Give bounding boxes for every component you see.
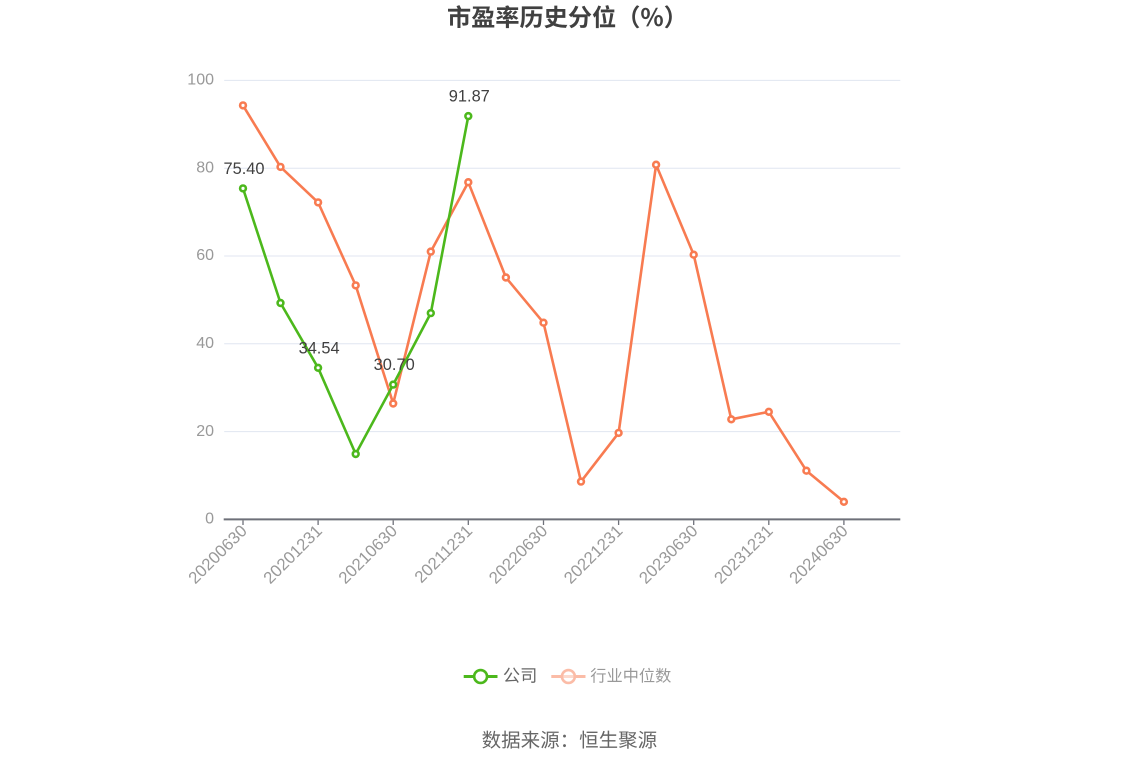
svg-text:20201231: 20201231 bbox=[260, 521, 326, 587]
svg-text:80: 80 bbox=[196, 159, 214, 176]
svg-text:60: 60 bbox=[196, 247, 214, 264]
svg-text:20: 20 bbox=[196, 423, 214, 440]
svg-text:20231231: 20231231 bbox=[710, 521, 776, 587]
svg-text:34.54: 34.54 bbox=[299, 339, 340, 357]
svg-text:20211231: 20211231 bbox=[411, 521, 476, 586]
svg-text:20240630: 20240630 bbox=[785, 521, 851, 587]
svg-text:20210630: 20210630 bbox=[335, 521, 401, 587]
svg-text:20220630: 20220630 bbox=[485, 521, 551, 587]
svg-text:20221231: 20221231 bbox=[560, 521, 626, 587]
svg-text:30.70: 30.70 bbox=[374, 356, 415, 374]
svg-text:91.87: 91.87 bbox=[449, 88, 490, 106]
svg-text:0: 0 bbox=[205, 511, 214, 528]
svg-text:100: 100 bbox=[187, 72, 214, 89]
svg-text:40: 40 bbox=[196, 335, 214, 352]
svg-text:20230630: 20230630 bbox=[635, 521, 701, 587]
svg-text:75.40: 75.40 bbox=[223, 160, 264, 178]
svg-text:20200630: 20200630 bbox=[185, 521, 251, 587]
